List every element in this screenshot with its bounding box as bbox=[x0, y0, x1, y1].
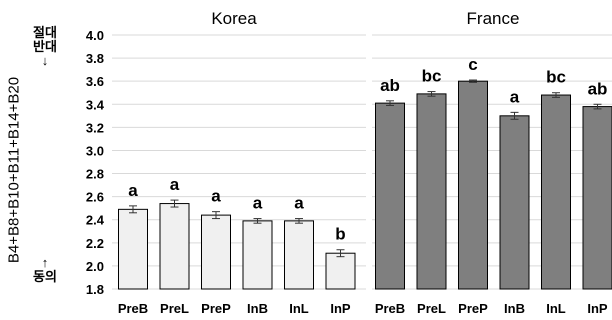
bar bbox=[159, 203, 190, 290]
x-tick-label: InP bbox=[330, 301, 351, 316]
significance-letter: b bbox=[335, 225, 345, 244]
x-tick-label: InP bbox=[587, 301, 608, 316]
bar bbox=[242, 220, 273, 290]
y-tick-label: 3.8 bbox=[86, 51, 104, 66]
significance-letter: bc bbox=[546, 68, 566, 87]
significance-letter: a bbox=[294, 194, 304, 213]
significance-letter: ab bbox=[588, 79, 608, 98]
significance-letter: a bbox=[253, 194, 263, 213]
bar bbox=[499, 115, 530, 290]
bar bbox=[458, 80, 488, 290]
x-tick-label: PreP bbox=[201, 301, 231, 316]
y-tick-label: 2.0 bbox=[86, 259, 104, 274]
x-tick-label: InL bbox=[289, 301, 309, 316]
x-tick-label: InB bbox=[504, 301, 525, 316]
bar bbox=[201, 214, 231, 290]
significance-letter: c bbox=[468, 55, 477, 74]
x-tick-label: InL bbox=[546, 301, 566, 316]
y-tick-label: 3.4 bbox=[86, 97, 105, 112]
significance-letter: a bbox=[170, 175, 180, 194]
bar bbox=[541, 94, 571, 290]
panel-title: France bbox=[467, 9, 520, 28]
y-tick-label: 2.2 bbox=[86, 236, 104, 251]
bar bbox=[284, 220, 314, 290]
y-tick-label: 2.8 bbox=[86, 167, 104, 182]
y-tick-label: 2.4 bbox=[86, 213, 105, 228]
significance-letter: a bbox=[128, 181, 138, 200]
y-tick-label: 3.6 bbox=[86, 74, 104, 89]
panel-title: Korea bbox=[211, 9, 257, 28]
x-tick-label: PreL bbox=[417, 301, 446, 316]
bar bbox=[118, 208, 148, 290]
significance-letter: a bbox=[211, 187, 221, 206]
y-tick-label: 1.8 bbox=[86, 282, 104, 297]
y-tick-label: 3.0 bbox=[86, 143, 104, 158]
bar bbox=[582, 106, 612, 290]
x-tick-label: PreP bbox=[458, 301, 488, 316]
significance-letter: a bbox=[510, 87, 520, 106]
y-top-annotation: 절대 반대 ↓ bbox=[33, 25, 57, 68]
x-tick-label: PreB bbox=[118, 301, 148, 316]
bar bbox=[375, 102, 405, 290]
significance-letter: bc bbox=[422, 67, 442, 86]
y-tick-label: 2.6 bbox=[86, 190, 104, 205]
x-tick-label: PreB bbox=[375, 301, 405, 316]
y-tick-label: 3.2 bbox=[86, 120, 104, 135]
bar bbox=[325, 252, 356, 290]
y-bottom-annotation: ↑ 동의 bbox=[33, 255, 57, 284]
x-tick-label: PreL bbox=[160, 301, 189, 316]
y-tick-label: 4.0 bbox=[86, 28, 104, 43]
significance-letter: ab bbox=[380, 76, 400, 95]
x-tick-label: InB bbox=[247, 301, 268, 316]
bar bbox=[416, 93, 447, 290]
